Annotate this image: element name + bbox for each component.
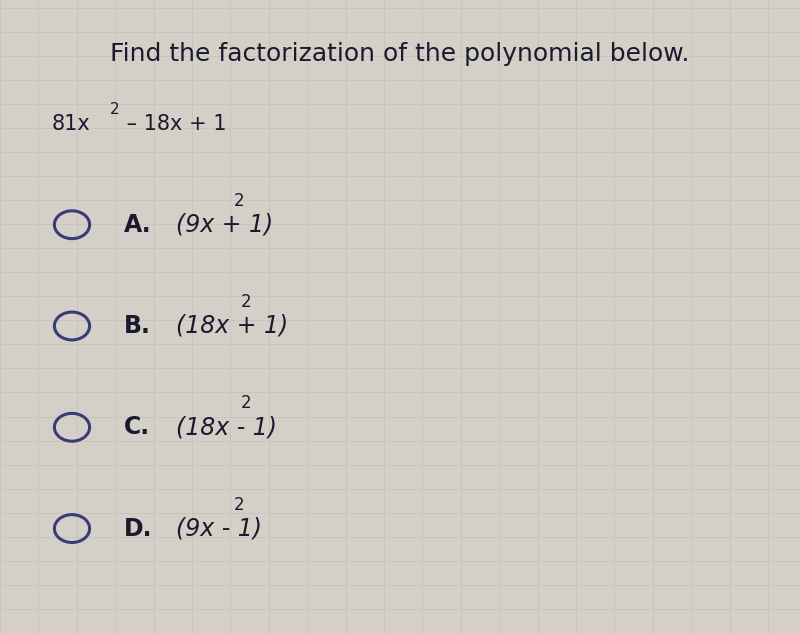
Text: D.: D. [124,517,153,541]
Text: 2: 2 [234,496,244,513]
Text: (18x + 1): (18x + 1) [176,314,288,338]
Text: A.: A. [124,213,152,237]
Text: 2: 2 [110,102,119,117]
Text: (18x - 1): (18x - 1) [176,415,277,439]
Text: Find the factorization of the polynomial below.: Find the factorization of the polynomial… [110,42,690,66]
Text: 2: 2 [241,394,251,412]
Text: 2: 2 [234,192,244,210]
Text: 2: 2 [241,293,251,311]
Text: C.: C. [124,415,150,439]
Text: – 18x + 1: – 18x + 1 [120,114,226,134]
Text: (9x - 1): (9x - 1) [176,517,262,541]
Text: (9x + 1): (9x + 1) [176,213,274,237]
Text: 81x: 81x [52,114,90,134]
Text: B.: B. [124,314,151,338]
